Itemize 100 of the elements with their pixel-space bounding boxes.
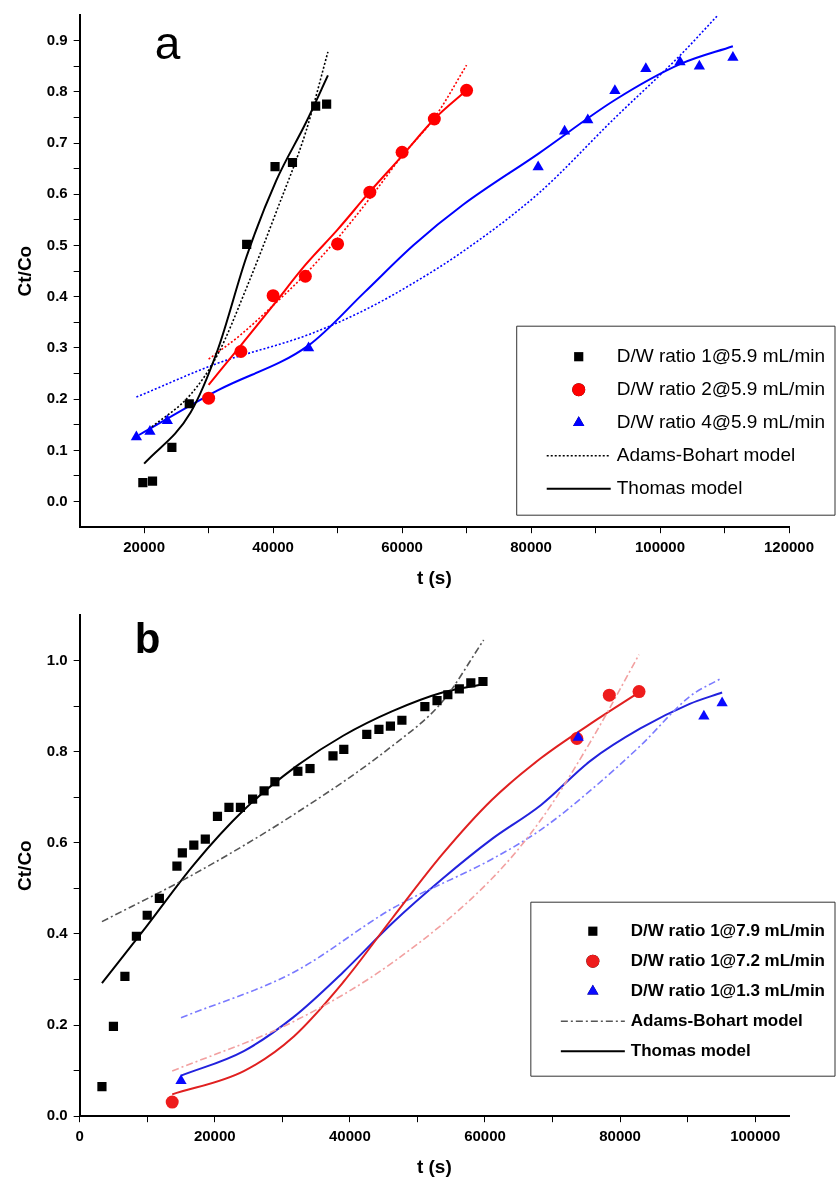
point — [328, 751, 338, 761]
point — [177, 848, 187, 858]
point — [266, 289, 280, 303]
point — [287, 157, 298, 168]
legend-label: Thomas model — [630, 1040, 751, 1060]
y-axis-title: Ct/Co — [13, 245, 35, 297]
y-tick-label: 0.4 — [46, 286, 69, 304]
point — [693, 59, 705, 70]
x-tick-label: 100000 — [730, 1127, 781, 1145]
point — [97, 1081, 107, 1092]
point — [443, 690, 453, 700]
point — [142, 910, 152, 920]
y-tick-label: 0.0 — [46, 1106, 68, 1124]
y-tick-label: 0.1 — [46, 440, 68, 458]
point — [395, 145, 409, 159]
point — [172, 861, 182, 871]
point — [131, 931, 141, 941]
point — [161, 414, 173, 424]
y-axis-title: Ct/Co — [13, 840, 35, 891]
point — [311, 101, 321, 111]
y-tick-label: 0.4 — [46, 924, 69, 942]
y-tick-label: 0.6 — [46, 184, 68, 202]
x-tick-label: 80000 — [510, 538, 552, 556]
legend-label: D/W ratio 1@7.9 mL/min — [630, 920, 826, 940]
point — [235, 802, 246, 812]
point — [374, 724, 384, 734]
point — [293, 766, 303, 776]
y-tick-label: 0.7 — [46, 133, 68, 151]
point — [144, 424, 156, 435]
point — [532, 160, 544, 171]
legend-label: D/W ratio 4@5.9 mL/min — [616, 410, 826, 432]
point — [674, 55, 686, 66]
point — [397, 715, 407, 725]
x-tick-label: 60000 — [464, 1127, 506, 1145]
point — [727, 51, 739, 61]
point — [602, 688, 616, 702]
point — [302, 341, 315, 352]
point — [427, 112, 441, 126]
legend-label: D/W ratio 1@7.2 mL/min — [630, 950, 826, 970]
point — [147, 476, 158, 486]
point — [259, 786, 269, 796]
point — [270, 162, 280, 172]
x-tick-label: 20000 — [123, 538, 165, 556]
point — [130, 430, 143, 441]
legend-label: D/W ratio 1@1.3 mL/min — [630, 980, 826, 1000]
legend-label: D/W ratio 2@5.9 mL/min — [616, 377, 826, 399]
y-tick-label: 0.5 — [46, 235, 68, 253]
x-tick-label: 40000 — [252, 538, 294, 556]
point — [572, 731, 584, 741]
point — [224, 802, 234, 812]
point — [322, 99, 332, 109]
point — [331, 237, 345, 251]
point — [200, 834, 210, 844]
point — [385, 721, 396, 731]
point — [167, 442, 177, 452]
annotation: a — [154, 16, 181, 69]
point — [138, 478, 148, 488]
point — [298, 269, 312, 283]
point — [165, 1095, 179, 1109]
legend-label: Adams-Bohart model — [616, 443, 796, 465]
y-tick-label: 0.2 — [46, 1015, 68, 1033]
x-axis-title: t (s) — [416, 566, 452, 588]
legend-label: D/W ratio 1@5.9 mL/min — [616, 344, 826, 366]
point — [270, 777, 280, 787]
point — [454, 684, 464, 694]
point — [234, 345, 248, 359]
point — [640, 62, 652, 73]
point — [175, 1074, 187, 1084]
point — [632, 685, 646, 699]
x-tick-label: 20000 — [193, 1127, 236, 1145]
point — [339, 744, 349, 755]
annotation: b — [134, 614, 161, 662]
point — [189, 840, 199, 850]
y-tick-label: 0.8 — [46, 81, 68, 99]
x-axis-title: t (s) — [416, 1155, 452, 1177]
x-tick-label: 80000 — [599, 1127, 641, 1145]
point — [716, 696, 728, 707]
y-tick-label: 0.0 — [46, 491, 68, 509]
point — [248, 794, 258, 804]
point — [154, 893, 164, 903]
point — [460, 83, 474, 97]
legend-label: Thomas model — [616, 476, 743, 498]
x-tick-label: 100000 — [635, 538, 686, 556]
point — [363, 185, 377, 199]
point — [432, 696, 442, 706]
y-tick-label: 0.3 — [46, 338, 68, 356]
legend-label: Adams-Bohart model — [630, 1010, 803, 1030]
x-tick-label: 40000 — [329, 1127, 371, 1145]
y-tick-label: 0.8 — [46, 741, 68, 759]
point — [609, 84, 621, 95]
point — [466, 678, 476, 688]
point — [582, 113, 594, 124]
point — [478, 676, 488, 687]
point — [120, 971, 130, 981]
point — [305, 763, 315, 774]
point — [212, 811, 223, 821]
point — [698, 709, 710, 720]
x-tick-label: 0 — [75, 1127, 84, 1145]
point — [558, 124, 571, 135]
y-tick-label: 1.0 — [46, 650, 68, 668]
